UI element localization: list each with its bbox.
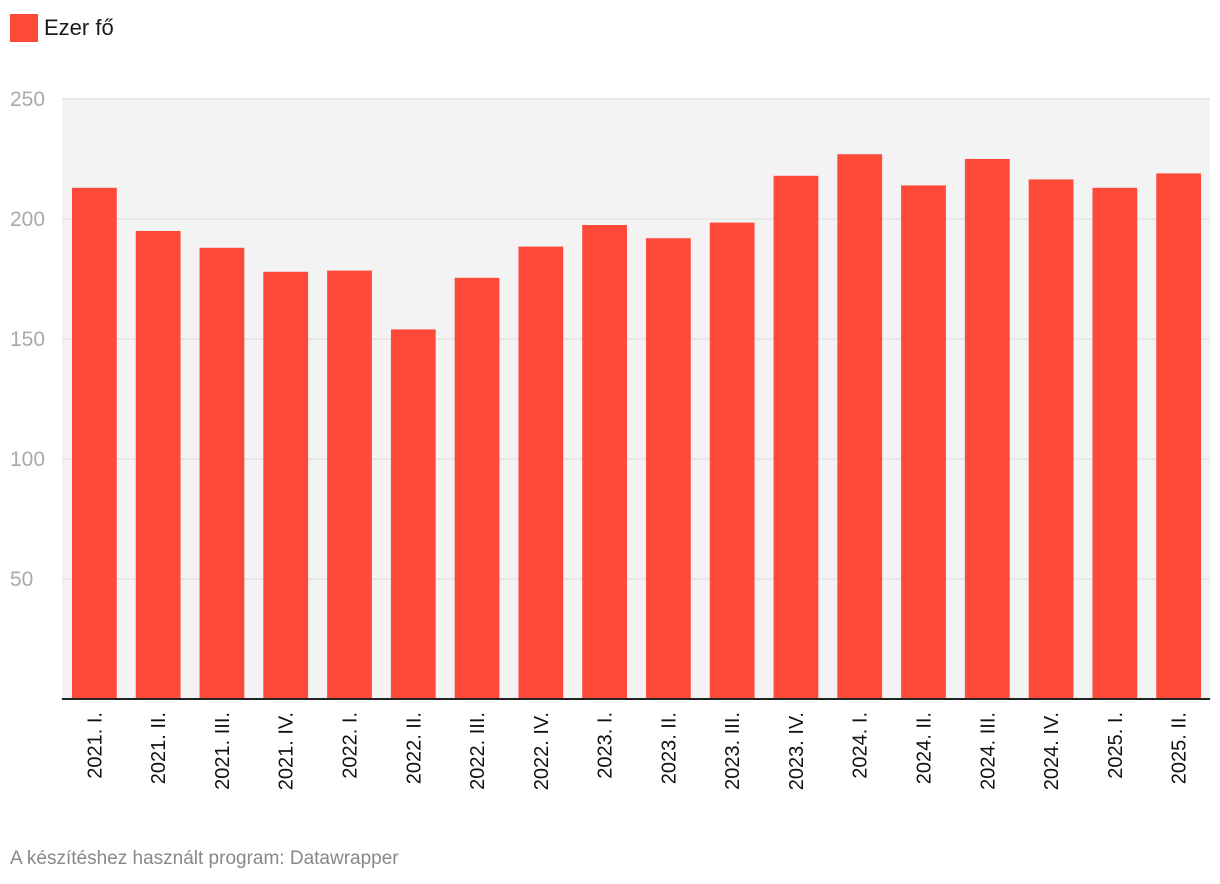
legend-swatch	[10, 14, 38, 42]
footer-credit: A készítéshez használt program: Datawrap…	[10, 848, 399, 869]
bar	[454, 277, 500, 699]
y-tick-label: 250	[10, 88, 45, 111]
x-tick-label: 2022. I.	[340, 712, 362, 779]
x-tick-label: 2021. III.	[212, 712, 234, 790]
x-tick-label: 2023. I.	[595, 712, 617, 779]
bar	[582, 225, 627, 699]
x-tick-label: 2021. I.	[84, 712, 106, 779]
bar	[390, 329, 436, 699]
x-tick-label: 2021. II.	[148, 712, 170, 784]
x-tick-label: 2023. IV.	[786, 712, 808, 790]
y-tick-label: 100	[10, 448, 45, 471]
bar	[327, 270, 372, 699]
x-tick-label: 2025. II.	[1169, 712, 1191, 784]
x-tick-label: 2023. III.	[722, 712, 744, 790]
bar	[709, 222, 755, 699]
bar	[72, 187, 117, 700]
bar	[518, 246, 564, 699]
x-tick-label: 2022. III.	[467, 712, 489, 790]
x-tick-label: 2023. II.	[658, 712, 680, 784]
bar	[837, 154, 883, 699]
x-tick-label: 2021. IV.	[276, 712, 298, 790]
x-tick-label: 2022. II.	[403, 712, 425, 784]
y-tick-label: 200	[10, 208, 45, 231]
bar	[773, 175, 819, 700]
y-tick-label: 150	[10, 328, 45, 351]
bar	[901, 185, 946, 699]
legend-label: Ezer fő	[44, 15, 114, 40]
x-tick-label: 2024. III.	[977, 712, 999, 790]
bar	[1028, 179, 1074, 699]
x-tick-label: 2024. I.	[850, 712, 872, 779]
bar	[263, 271, 309, 699]
x-tick-label: 2025. I.	[1105, 712, 1127, 779]
bar	[199, 247, 245, 700]
bar	[646, 238, 691, 699]
x-tick-label: 2024. IV.	[1041, 712, 1063, 790]
bar	[135, 231, 181, 699]
bar	[1092, 187, 1138, 700]
legend: Ezer fő	[10, 14, 114, 42]
y-tick-label: 50	[10, 568, 33, 591]
bar	[964, 159, 1010, 699]
x-tick-label: 2022. IV.	[531, 712, 553, 790]
x-tick-label: 2024. II.	[914, 712, 936, 784]
plot-background	[62, 99, 1210, 699]
bar	[1156, 173, 1201, 699]
